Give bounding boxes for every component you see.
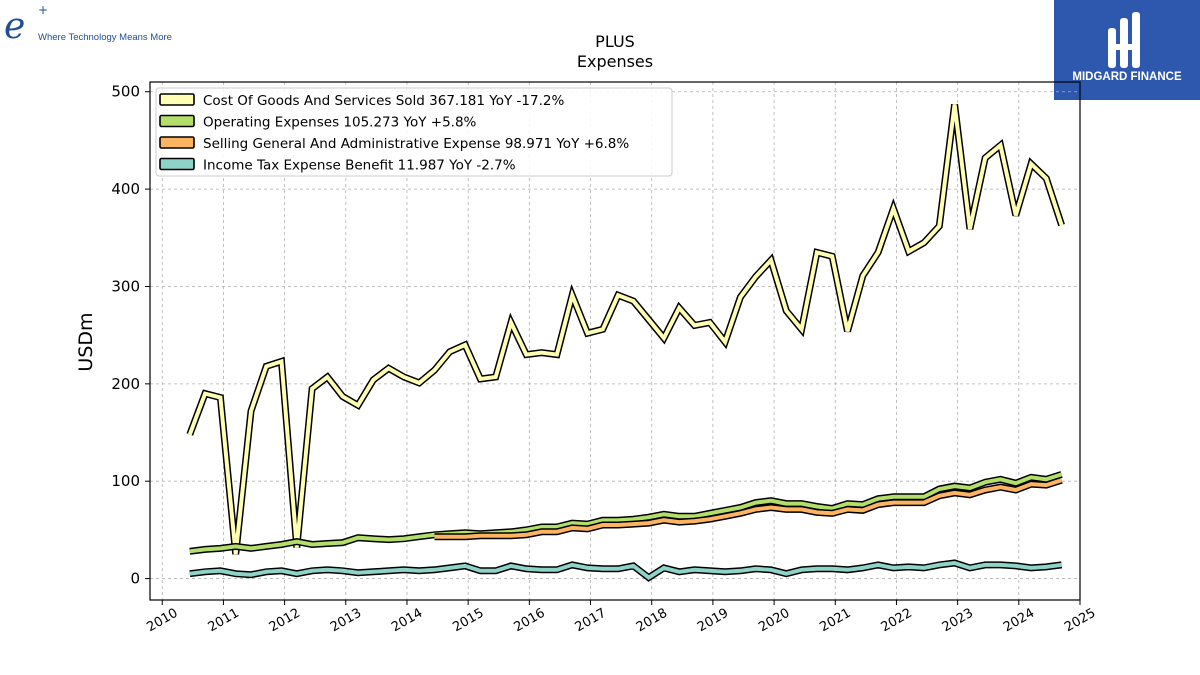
- legend-label: Income Tax Expense Benefit 11.987 YoY -2…: [203, 158, 516, 174]
- x-tick-label: 2025: [1062, 606, 1098, 636]
- x-tick-label: 2012: [267, 606, 303, 636]
- x-axis: 2010 2011 2012 2013 2014 2015 2016 2017 2018 2019…: [144, 600, 1098, 635]
- x-tick-label: 2021: [817, 606, 853, 636]
- y-axis: 0 100 200 300 400 500: [111, 83, 150, 588]
- y-axis-label: USDm: [75, 312, 97, 371]
- x-tick-label: 2010: [144, 606, 180, 636]
- x-tick-label: 2016: [512, 606, 548, 636]
- x-tick-label: 2020: [756, 606, 792, 636]
- y-tick-label: 200: [111, 375, 140, 393]
- x-tick-label: 2015: [450, 606, 486, 636]
- legend-items: Cost Of Goods And Services Sold 367.181 …: [159, 93, 629, 174]
- legend-swatch: [159, 93, 195, 106]
- logo-right-text: MIDGARD FINANCE: [1072, 71, 1182, 83]
- logo-tagline: Where Technology Means More: [38, 32, 172, 43]
- brand-logo-right-svg: MIDGARD FINANCE: [1072, 12, 1182, 83]
- brand-logo-right: MIDGARD FINANCE: [1054, 0, 1200, 100]
- x-tick-label: 2022: [879, 606, 915, 636]
- x-tick-label: 2014: [389, 606, 425, 636]
- series-lines: [186, 103, 1065, 582]
- y-tick-label: 0: [130, 570, 140, 588]
- plot-frame: [149, 81, 1081, 601]
- legend-label: Operating Expenses 105.273 YoY +5.8%: [203, 115, 477, 131]
- brand-logo-left-svg: e + Where Technology Means More: [4, 3, 172, 47]
- midgard-emblem-icon: [1108, 12, 1140, 68]
- legend-label: Cost Of Goods And Services Sold 367.181 …: [203, 93, 564, 109]
- x-tick-label: 2011: [206, 606, 242, 636]
- logo-letter: e: [4, 6, 25, 47]
- y-tick-label: 300: [111, 277, 140, 295]
- legend-box: [155, 87, 673, 177]
- legend-swatch: [159, 114, 195, 128]
- legend-swatch: [159, 157, 195, 171]
- y-tick-label: 100: [111, 472, 140, 490]
- series-1-line: [189, 472, 1063, 554]
- series-3-line: [189, 560, 1062, 581]
- series-2-line: [434, 478, 1063, 539]
- legend-label: Selling General And Administrative Expen…: [203, 136, 629, 152]
- legend: Cost Of Goods And Services Sold 367.181 …: [155, 87, 673, 177]
- x-tick-label: 2024: [1001, 606, 1037, 636]
- x-tick-label: 2017: [573, 606, 609, 636]
- x-tick-label: 2018: [634, 606, 670, 636]
- x-tick-label: 2013: [328, 606, 364, 636]
- x-tick-label: 2023: [940, 606, 976, 636]
- brand-logo-left: e + Where Technology Means More: [0, 0, 200, 50]
- series-1-outline: [189, 471, 1063, 555]
- y-tick-label: 400: [111, 180, 140, 198]
- chart-subtitle: Expenses: [577, 52, 653, 71]
- y-tick-label: 500: [111, 83, 140, 101]
- logo-sup: +: [38, 3, 48, 17]
- legend-swatch: [159, 136, 195, 149]
- series-0-line: [187, 104, 1064, 555]
- x-tick-label: 2019: [695, 606, 731, 636]
- chart-title: PLUS: [595, 32, 635, 51]
